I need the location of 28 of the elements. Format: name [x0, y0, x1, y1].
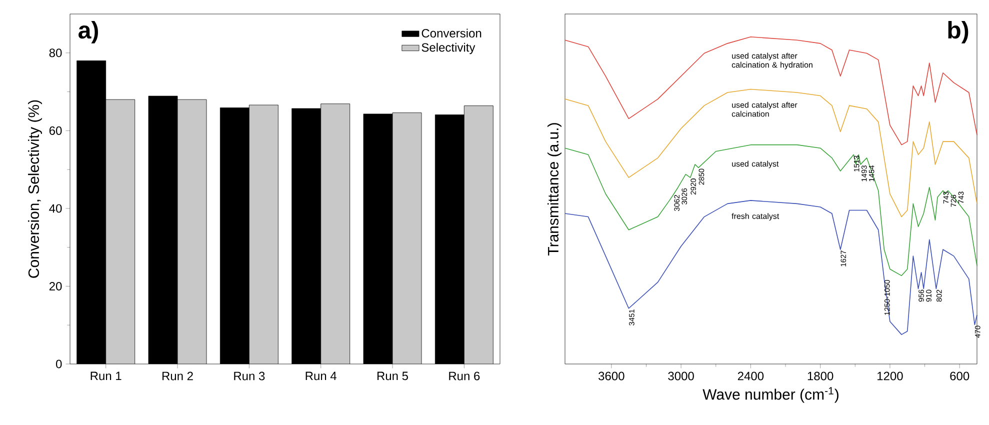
x-tick-label: Run 6 — [449, 372, 480, 380]
x-axis-title: Wave number (cm$^{-1}$) — [702, 387, 838, 403]
y-tick-label: 60 — [49, 126, 62, 135]
series-label: fresh catalyst — [732, 213, 780, 221]
x-tick-label: Run 3 — [234, 372, 265, 380]
x-tick-label: 600 — [950, 372, 970, 380]
series-label: used catalyst after calcination — [732, 102, 798, 117]
series-label: used catalyst after calcination & hydration — [732, 52, 812, 70]
chart-title: a) — [78, 21, 98, 44]
y-tick-label: 20 — [49, 282, 62, 290]
y-tick-label: 40 — [49, 204, 62, 213]
series-label: used catalyst — [732, 160, 779, 168]
x-tick-label: Run 4 — [306, 372, 336, 380]
legend-label: Conversion — [422, 28, 482, 38]
x-tick-label: Run 1 — [90, 372, 122, 380]
x-tick-label: 3000 — [668, 372, 694, 380]
y-axis-title: Conversion, Selectivity (%) — [28, 100, 42, 278]
y-tick-label: 80 — [49, 48, 62, 58]
x-tick-label: Run 2 — [162, 372, 193, 380]
x-tick-label: Run 5 — [377, 372, 408, 380]
x-tick-label: 3600 — [598, 372, 624, 380]
x-tick-label: 1800 — [808, 372, 834, 380]
y-axis-title: Transmittance (a.u.) — [547, 123, 562, 256]
legend-label: Selectivity — [422, 42, 476, 54]
y-tick-label: 0 — [56, 360, 62, 368]
chart-title: b) — [948, 21, 968, 44]
x-tick-label: 1200 — [878, 372, 903, 380]
x-tick-label: 2400 — [738, 372, 764, 380]
